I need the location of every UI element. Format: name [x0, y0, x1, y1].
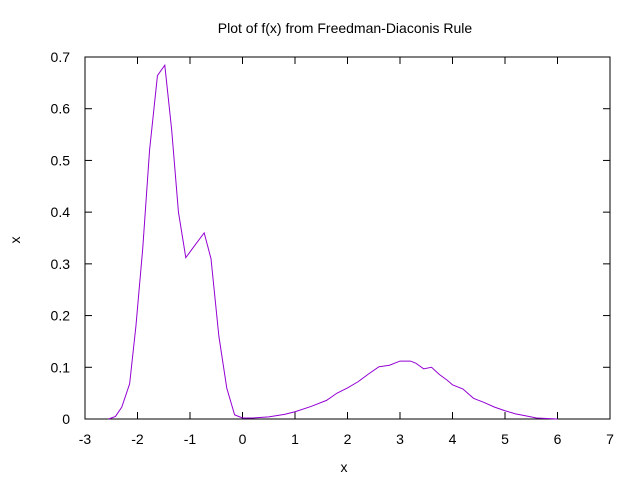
- y-tick-label: 0: [62, 411, 70, 427]
- y-tick-label: 0.1: [51, 359, 71, 375]
- y-tick-label: 0.2: [51, 308, 71, 324]
- x-tick-label: -2: [131, 431, 144, 447]
- plot-frame: [84, 56, 611, 420]
- y-tick-label: 0.3: [51, 256, 71, 272]
- x-tick-label: 0: [239, 431, 247, 447]
- x-ticks: -3 -2 -1 0 1 2 3 4 5 6 7: [79, 57, 614, 447]
- x-tick-label: 3: [396, 431, 404, 447]
- y-tick-label: 0.5: [51, 152, 71, 168]
- y-ticks: 0 0.1 0.2 0.3 0.4 0.5 0.6 0.7: [51, 49, 610, 427]
- y-tick-label: 0.4: [51, 204, 71, 220]
- series-line: [108, 63, 558, 420]
- x-tick-label: -3: [79, 431, 92, 447]
- x-axis-label: x: [341, 459, 348, 475]
- x-tick-label: 6: [554, 431, 562, 447]
- x-tick-label: 1: [291, 431, 299, 447]
- x-tick-label: 2: [344, 431, 352, 447]
- x-tick-label: -1: [184, 431, 197, 447]
- x-tick-label: 5: [501, 431, 509, 447]
- x-tick-label: 7: [606, 431, 614, 447]
- y-tick-label: 0.7: [51, 49, 71, 65]
- chart-title: Plot of f(x) from Freedman-Diaconis Rule: [218, 20, 473, 36]
- x-tick-label: 4: [449, 431, 457, 447]
- y-tick-label: 0.6: [51, 101, 71, 117]
- y-axis-label: x: [7, 237, 23, 244]
